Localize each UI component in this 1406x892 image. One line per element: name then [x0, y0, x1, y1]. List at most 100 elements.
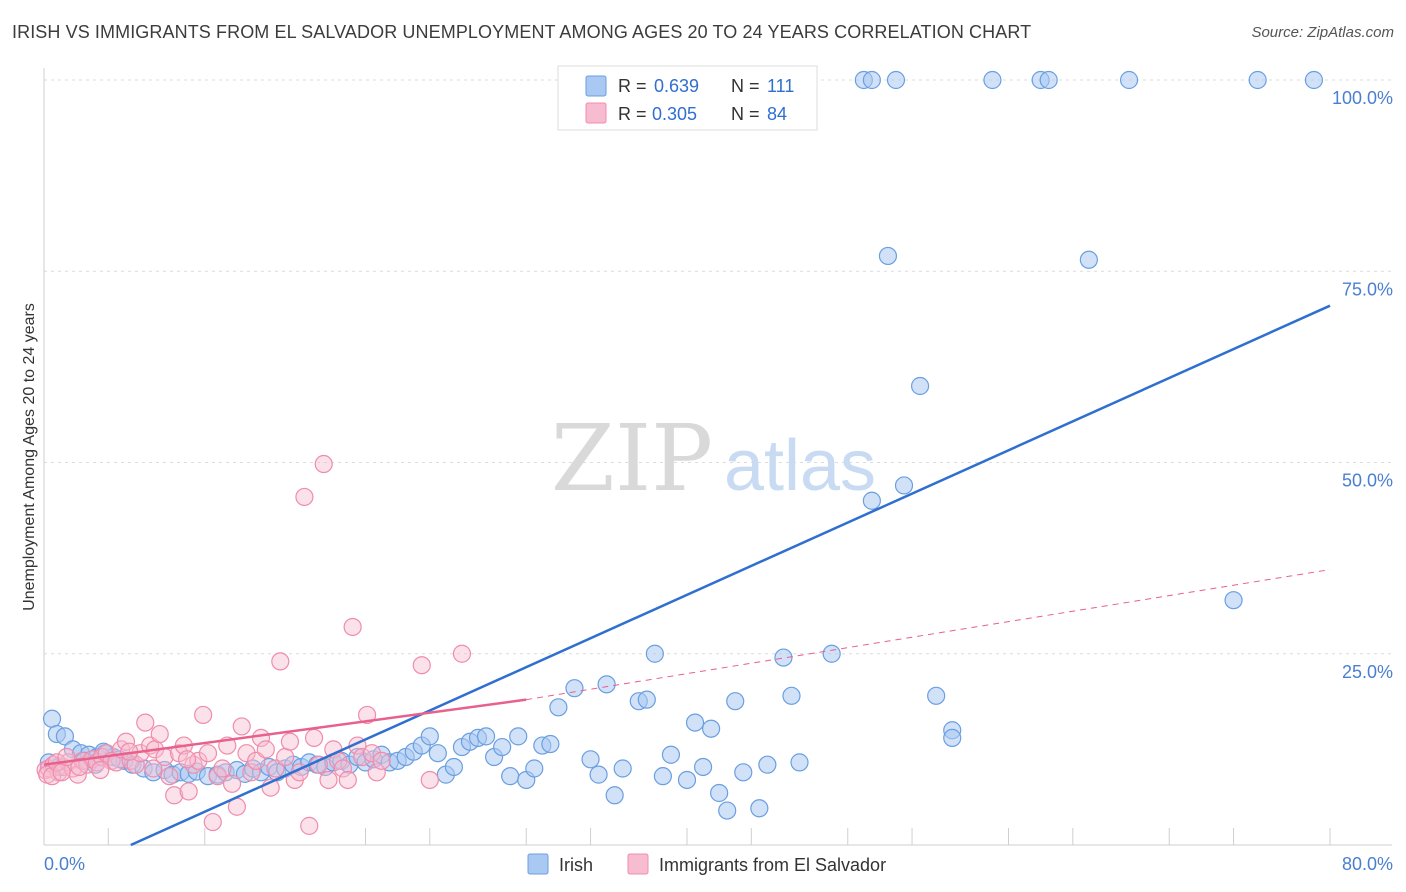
- irish-point: [1304, 70, 1324, 90]
- salvador-point: [116, 732, 136, 751]
- irish-point: [782, 686, 801, 705]
- salvador-point: [343, 617, 362, 637]
- salvador-point: [177, 750, 197, 769]
- irish-point: [549, 698, 568, 717]
- irish-point: [1079, 250, 1098, 269]
- legend-box: R = 0.639 N = 111 R = 0.305 N = 84: [557, 65, 818, 131]
- irish-point: [894, 476, 914, 495]
- irish-point: [774, 648, 793, 667]
- irish-point: [501, 767, 520, 786]
- bottom-legend-swatch-irish: [527, 853, 549, 875]
- bottom-legend: Irish Immigrants from El Salvador: [527, 853, 886, 875]
- salvador-point: [179, 782, 198, 801]
- legend-swatch-salvador: [585, 102, 607, 124]
- irish-point: [509, 727, 528, 746]
- irish-point: [476, 727, 496, 746]
- irish-point: [589, 765, 608, 784]
- salvador-point: [256, 740, 275, 759]
- salvador-trend-extension: [526, 569, 1331, 701]
- salvador-point: [412, 656, 431, 675]
- salvador-trend-line: [43, 698, 527, 766]
- salvador-point: [333, 759, 353, 778]
- salvador-point: [358, 705, 377, 725]
- irish-point: [605, 786, 624, 805]
- salvador-point: [144, 759, 163, 778]
- irish-point: [878, 246, 898, 266]
- salvador-point: [242, 763, 261, 782]
- irish-point: [613, 759, 632, 778]
- legend-n-value-irish: 111: [767, 76, 794, 96]
- legend-swatch-irish: [585, 75, 607, 97]
- irish-point: [927, 686, 946, 705]
- irish-point: [541, 734, 560, 754]
- salvador-point: [222, 774, 242, 793]
- y-tick-label: 25.0%: [1342, 662, 1393, 682]
- salvador-point: [194, 705, 213, 725]
- bottom-legend-label-salvador: Immigrants from El Salvador: [659, 855, 886, 875]
- irish-point: [581, 750, 600, 769]
- salvador-point: [150, 724, 169, 744]
- irish-point: [1248, 70, 1267, 90]
- chart-source: Source: ZipAtlas.com: [1251, 24, 1394, 41]
- irish-point: [702, 719, 721, 738]
- watermark-atlas: atlas: [724, 426, 876, 506]
- irish-point: [693, 757, 713, 777]
- salvador-point: [314, 454, 333, 474]
- salvador-point: [452, 644, 472, 663]
- irish-trend-line: [130, 304, 1331, 847]
- trend-layer: [43, 304, 1331, 847]
- irish-point: [565, 679, 584, 698]
- irish-point: [661, 745, 681, 764]
- irish-point: [822, 644, 841, 663]
- irish-point: [1224, 591, 1243, 610]
- legend-r-label-irish: R =: [618, 76, 647, 96]
- irish-point: [750, 799, 769, 818]
- irish-point: [444, 757, 464, 777]
- y-tick-label: 100.0%: [1332, 88, 1393, 108]
- irish-point: [718, 801, 737, 820]
- salvador-point: [295, 487, 314, 507]
- salvador-point: [198, 744, 218, 763]
- salvador-point: [280, 732, 300, 751]
- salvador-points: [36, 454, 472, 835]
- legend-n-value-salvador: 84: [767, 104, 787, 124]
- salvador-point: [338, 770, 357, 790]
- salvador-point: [68, 765, 87, 784]
- y-tick-label: 50.0%: [1342, 471, 1393, 491]
- irish-point: [597, 675, 616, 694]
- irish-point: [493, 737, 512, 757]
- watermark-zip: ZIP: [551, 405, 713, 512]
- salvador-point: [91, 760, 110, 780]
- irish-point: [1119, 70, 1139, 90]
- axes-layer: [43, 68, 1392, 846]
- legend-n-label-irish: N =: [731, 76, 760, 96]
- irish-point: [637, 690, 656, 709]
- salvador-point: [232, 717, 251, 736]
- chart-title: IRISH VS IMMIGRANTS FROM EL SALVADOR UNE…: [12, 22, 1032, 42]
- salvador-point: [367, 763, 386, 782]
- irish-point: [758, 755, 777, 774]
- salvador-point: [276, 747, 295, 767]
- irish-point: [55, 727, 74, 746]
- salvador-point: [319, 770, 338, 790]
- irish-point: [428, 744, 447, 763]
- y-axis-label: Unemployment Among Ages 20 to 24 years: [21, 303, 38, 611]
- x-tick-label-min: 0.0%: [44, 854, 85, 874]
- salvador-point: [271, 652, 290, 671]
- irish-point: [653, 767, 672, 786]
- irish-point: [42, 709, 62, 728]
- irish-point: [677, 770, 697, 790]
- salvador-point: [300, 816, 319, 835]
- irish-point: [910, 376, 930, 396]
- irish-point: [726, 692, 745, 711]
- salvador-point: [304, 728, 324, 748]
- irish-point: [983, 70, 1002, 90]
- legend-r-value-salvador: 0.305: [652, 104, 697, 124]
- legend-r-label-salvador: R =: [618, 104, 647, 124]
- watermark: ZIP atlas: [551, 405, 876, 512]
- salvador-point: [52, 763, 71, 782]
- bottom-legend-swatch-salvador: [627, 853, 649, 875]
- irish-point: [685, 713, 705, 732]
- salvador-point: [203, 812, 222, 832]
